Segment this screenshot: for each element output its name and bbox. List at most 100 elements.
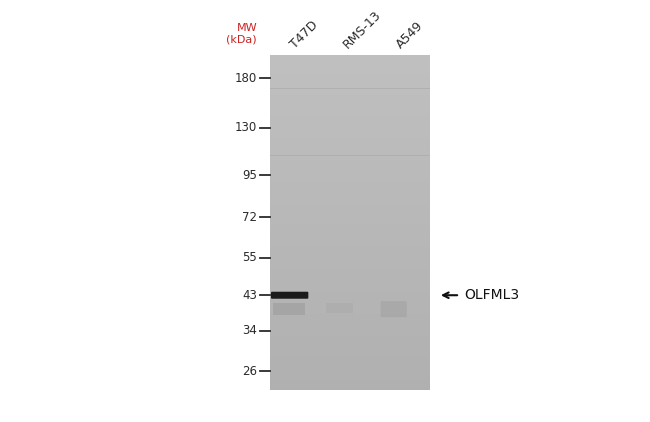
- Bar: [270, 332, 430, 334]
- Bar: [270, 191, 430, 193]
- Bar: [270, 372, 430, 374]
- Bar: [270, 269, 430, 272]
- Bar: [270, 124, 430, 127]
- Bar: [270, 327, 430, 330]
- Bar: [270, 129, 430, 131]
- Bar: [270, 218, 430, 220]
- Bar: [270, 376, 430, 379]
- Bar: [270, 281, 430, 283]
- Bar: [326, 303, 353, 313]
- Bar: [270, 245, 430, 247]
- Bar: [273, 303, 305, 315]
- Bar: [270, 153, 430, 155]
- Bar: [270, 336, 430, 338]
- Bar: [270, 135, 430, 138]
- Bar: [270, 249, 430, 252]
- Text: MW
(kDa): MW (kDa): [226, 23, 257, 45]
- Bar: [270, 236, 430, 238]
- Bar: [270, 149, 430, 151]
- Bar: [270, 127, 430, 129]
- Bar: [270, 55, 430, 390]
- Bar: [270, 220, 430, 222]
- Bar: [270, 267, 430, 269]
- Bar: [270, 272, 430, 274]
- Bar: [270, 102, 430, 104]
- Text: 130: 130: [235, 121, 257, 134]
- Bar: [270, 144, 430, 146]
- Bar: [270, 263, 430, 265]
- Text: OLFML3: OLFML3: [464, 288, 519, 302]
- Bar: [270, 216, 430, 218]
- Bar: [270, 354, 430, 357]
- Bar: [270, 198, 430, 200]
- Bar: [270, 209, 430, 211]
- Bar: [270, 70, 430, 73]
- FancyBboxPatch shape: [271, 292, 308, 299]
- Bar: [270, 73, 430, 75]
- Bar: [270, 294, 430, 296]
- Bar: [270, 184, 430, 187]
- Bar: [270, 97, 430, 100]
- Text: 43: 43: [242, 289, 257, 302]
- Bar: [270, 307, 430, 310]
- Bar: [270, 300, 430, 303]
- Bar: [270, 207, 430, 209]
- Bar: [270, 91, 430, 93]
- Bar: [270, 323, 430, 325]
- Bar: [270, 165, 430, 167]
- Bar: [270, 345, 430, 348]
- Bar: [270, 211, 430, 214]
- Bar: [270, 133, 430, 135]
- Bar: [270, 310, 430, 312]
- Bar: [270, 254, 430, 256]
- Bar: [270, 113, 430, 115]
- Bar: [270, 348, 430, 350]
- Bar: [270, 305, 430, 307]
- Text: 34: 34: [242, 324, 257, 337]
- Bar: [270, 75, 430, 77]
- Bar: [270, 142, 430, 144]
- Bar: [270, 80, 430, 82]
- Bar: [270, 321, 430, 323]
- Bar: [270, 296, 430, 298]
- Bar: [270, 100, 430, 102]
- Bar: [270, 243, 430, 245]
- FancyBboxPatch shape: [381, 301, 407, 317]
- Bar: [270, 176, 430, 178]
- Bar: [270, 167, 430, 169]
- Bar: [270, 93, 430, 95]
- Bar: [270, 289, 430, 292]
- Bar: [270, 350, 430, 352]
- Bar: [270, 386, 430, 388]
- Bar: [270, 368, 430, 370]
- Bar: [270, 352, 430, 354]
- Bar: [270, 84, 430, 86]
- Bar: [270, 64, 430, 66]
- Bar: [270, 229, 430, 231]
- Bar: [270, 55, 430, 57]
- Bar: [270, 77, 430, 80]
- Bar: [270, 68, 430, 70]
- Bar: [270, 274, 430, 276]
- Bar: [270, 138, 430, 140]
- Bar: [270, 205, 430, 207]
- Bar: [270, 379, 430, 381]
- Bar: [270, 115, 430, 118]
- Bar: [270, 89, 430, 91]
- Bar: [270, 104, 430, 106]
- Bar: [270, 363, 430, 365]
- Bar: [270, 319, 430, 321]
- Bar: [270, 298, 430, 300]
- Text: RMS-13: RMS-13: [341, 8, 384, 51]
- Text: T47D: T47D: [287, 18, 320, 51]
- Bar: [270, 285, 430, 287]
- Bar: [270, 140, 430, 142]
- Bar: [270, 343, 430, 345]
- Bar: [270, 189, 430, 191]
- Bar: [270, 330, 430, 332]
- Bar: [270, 120, 430, 122]
- Bar: [270, 283, 430, 285]
- Bar: [270, 111, 430, 113]
- Bar: [270, 341, 430, 343]
- Bar: [270, 196, 430, 198]
